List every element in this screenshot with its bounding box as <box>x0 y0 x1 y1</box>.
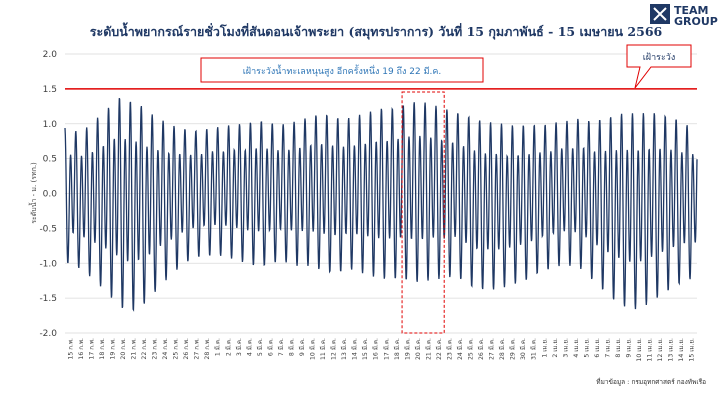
logo-mark-glyph <box>653 7 667 21</box>
logo-line2: GROUP <box>674 15 718 28</box>
y-tick-label: -2.0 <box>39 329 57 339</box>
x-tick-label: 13 มี.ค. <box>340 338 348 360</box>
threshold-callout-box <box>626 44 692 89</box>
y-axis-label: ระดับน้ำ - ม. (รทก.) <box>27 162 38 224</box>
x-tick-label: 5 มี.ค. <box>256 338 264 356</box>
x-tick-label: 27 มี.ค. <box>488 338 496 360</box>
chart-title: ระดับน้ำพยากรณ์รายชั่วโมงที่สันดอนเจ้าพร… <box>90 22 663 40</box>
x-tick-label: 26 มี.ค. <box>477 338 485 360</box>
y-tick-label: 1.0 <box>43 120 58 130</box>
x-tick-label: 19 มี.ค. <box>403 338 411 360</box>
annotation-callout: เฝ้าระวังน้ำทะเลหนุนสูง อีกครั้งหนึ่ง 19… <box>200 57 484 83</box>
x-tick-label: 26 ก.พ. <box>183 338 190 360</box>
threshold-label: เฝ้าระวัง <box>643 52 676 63</box>
y-tick-label: 2.0 <box>43 50 58 60</box>
x-tick-label: 15 ก.พ. <box>67 338 74 360</box>
y-tick-label: -1.5 <box>39 294 57 304</box>
x-tick-label: 4 มี.ค. <box>245 338 253 356</box>
x-tick-label: 20 ก.พ. <box>120 338 127 360</box>
x-tick-label: 24 มี.ค. <box>456 338 464 360</box>
x-tick-label: 15 มี.ค. <box>361 338 369 360</box>
x-tick-label: 7 เม.ย. <box>604 338 611 358</box>
x-axis: 15 ก.พ. 16 ก.พ. 17 ก.พ. 18 ก.พ. 19 ก.พ. 20 ก.… <box>67 338 695 362</box>
x-tick-label: 28 มี.ค. <box>498 338 506 360</box>
x-tick-label: 8 มี.ค. <box>287 338 295 356</box>
x-tick-label: 18 มี.ค. <box>393 338 401 360</box>
x-tick-label: 14 เม.ย. <box>678 338 685 362</box>
y-tick-label: 1.5 <box>43 85 57 95</box>
y-tick-label: 0.5 <box>43 155 57 165</box>
x-tick-label: 7 มี.ค. <box>277 338 285 356</box>
x-tick-label: 2 มี.ค. <box>224 338 232 356</box>
highlight-box <box>401 91 445 334</box>
x-tick-label: 10 มี.ค. <box>309 338 317 360</box>
x-tick-label: 6 เม.ย. <box>594 338 601 358</box>
logo: TEAM GROUP <box>650 4 718 28</box>
x-tick-label: 4 เม.ย. <box>573 338 580 358</box>
y-axis: 2.0 1.5 1.0 0.5 0.0 -0.5 -1.0 -1.5 -2.0 <box>39 50 57 339</box>
x-tick-label: 25 ก.พ. <box>173 338 180 360</box>
x-tick-label: 23 ก.พ. <box>152 338 159 360</box>
x-tick-label: 25 มี.ค. <box>467 338 475 360</box>
x-tick-label: 1 เม.ย. <box>541 338 548 358</box>
x-tick-label: 22 มี.ค. <box>435 338 443 360</box>
x-tick-label: 20 มี.ค. <box>414 338 422 360</box>
threshold-callout: เฝ้าระวัง <box>626 44 692 89</box>
x-tick-label: 24 ก.พ. <box>162 338 169 360</box>
x-tick-label: 9 มี.ค. <box>298 338 306 356</box>
y-tick-label: 0.0 <box>43 190 58 200</box>
x-tick-label: 9 เม.ย. <box>626 338 633 358</box>
x-tick-label: 13 เม.ย. <box>668 338 675 362</box>
x-tick-label: 6 มี.ค. <box>266 338 274 356</box>
x-tick-label: 11 มี.ค. <box>319 338 327 360</box>
y-tick-label: -1.0 <box>39 259 57 269</box>
x-tick-label: 1 มี.ค. <box>214 338 222 356</box>
logo-line1: TEAM <box>674 4 708 17</box>
x-tick-label: 12 มี.ค. <box>330 338 338 360</box>
x-tick-label: 12 เม.ย. <box>657 338 664 362</box>
x-tick-label: 3 มี.ค. <box>235 338 243 356</box>
y-tick-label: -0.5 <box>39 224 57 234</box>
x-tick-label: 16 มี.ค. <box>372 338 380 360</box>
x-tick-label: 11 เม.ย. <box>647 338 654 362</box>
grid <box>65 53 697 334</box>
x-tick-label: 10 เม.ย. <box>636 338 643 362</box>
x-tick-label: 28 ก.พ. <box>204 338 211 360</box>
x-tick-label: 27 ก.พ. <box>194 338 201 360</box>
x-tick-label: 17 มี.ค. <box>382 338 390 360</box>
x-tick-label: 5 เม.ย. <box>583 338 590 358</box>
x-tick-label: 23 มี.ค. <box>445 338 453 360</box>
series-line <box>64 97 698 312</box>
x-tick-label: 2 เม.ย. <box>552 338 559 358</box>
annotation-text: เฝ้าระวังน้ำทะเลหนุนสูง อีกครั้งหนึ่ง 19… <box>243 64 442 77</box>
x-tick-label: 8 เม.ย. <box>615 338 622 358</box>
annotation-box <box>200 57 484 83</box>
x-tick-label: 3 เม.ย. <box>562 338 569 358</box>
x-tick-label: 21 มี.ค. <box>424 338 432 360</box>
x-tick-label: 16 ก.พ. <box>78 338 85 360</box>
x-tick-label: 15 เม.ย. <box>689 338 696 362</box>
x-tick-label: 30 มี.ค. <box>519 338 527 360</box>
x-tick-label: 19 ก.พ. <box>109 338 116 360</box>
x-tick-label: 29 มี.ค. <box>509 338 517 360</box>
x-tick-label: 22 ก.พ. <box>141 338 148 360</box>
x-tick-label: 21 ก.พ. <box>130 338 137 360</box>
x-tick-label: 18 ก.พ. <box>99 338 106 360</box>
x-tick-label: 14 มี.ค. <box>351 338 359 360</box>
x-tick-label: 31 มี.ค. <box>530 338 538 360</box>
source-note: ที่มาข้อมูล : กรมอุทกศาสตร์ กองทัพเรือ <box>596 377 706 386</box>
x-tick-label: 17 ก.พ. <box>88 338 95 360</box>
